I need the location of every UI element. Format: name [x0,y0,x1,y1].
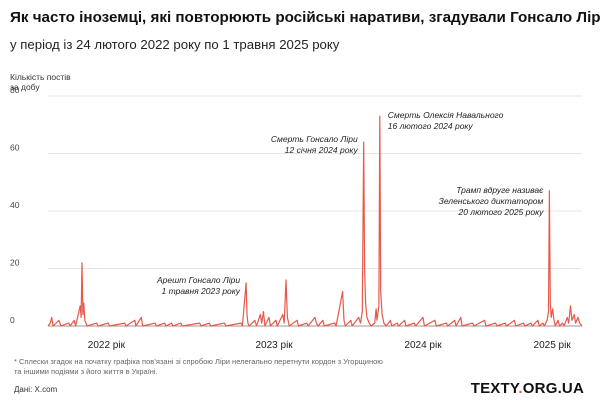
y-tick-label-80: 80 [10,85,20,95]
annotation-trump-line-1: Трамп вдруге називає [456,185,544,195]
annotations: Арешт Гонсало Ліри 1 травня 2023 року Смер… [156,110,544,296]
x-tick-label-3: 2025 рік [534,340,572,351]
brand-dot: . [518,380,523,397]
x-tick-labels: 2022 рік 2023 рік 2024 рік 2025 рік [88,340,572,351]
annotation-death-navalny: Смерть Олексія Навального 16 лютого 2024 … [388,110,504,131]
annotation-trump: Трамп вдруге називає Зеленського диктатор… [439,185,545,217]
annotation-trump-line-2: Зеленського диктатором [439,196,544,206]
y-tick-label-0: 0 [10,315,15,325]
x-tick-label-0: 2022 рік [88,340,126,351]
brand-logo[interactable]: TEXTY.ORG.UA [471,380,584,397]
footnote-line-1: * Сплески згадок на початку графіка пов’… [14,357,383,366]
annotation-arrest-line-1: Арешт Гонсало Ліри [156,275,240,285]
annotation-arrest: Арешт Гонсало Ліри 1 травня 2023 року [156,275,241,296]
footnote: * Сплески згадок на початку графіка пов’… [14,357,414,377]
y-axis-label-line-1: Кількість постів [10,72,71,82]
y-axis-label-line-2: за добу [10,82,40,92]
annotation-death-lira: Смерть Гонсало Ліри 12 січня 2024 року [271,134,359,155]
annotation-arrest-line-2: 1 травня 2023 року [162,286,241,296]
x-tick-label-1: 2023 рік [256,340,294,351]
annotation-trump-line-3: 20 лютого 2025 року [457,207,544,217]
annotation-death-lira-line-1: Смерть Гонсало Ліри [271,134,358,144]
grid-lines [48,95,582,327]
chart-title: Як часто іноземці, які повторюють російс… [10,9,600,26]
annotation-death-navalny-line-1: Смерть Олексія Навального [388,110,504,120]
data-source: Дані: X.com [14,385,58,394]
y-tick-label-40: 40 [10,200,20,210]
y-tick-label-20: 20 [10,258,20,268]
footnote-line-2: та іншими подіями з його життя в Україні… [14,367,158,376]
x-tick-label-2: 2024 рік [404,340,442,351]
annotation-death-lira-line-2: 12 січня 2024 року [285,145,359,155]
y-tick-label-60: 60 [10,143,20,153]
brand-name: TEXTY [470,380,519,397]
chart-subtitle: у період із 24 лютого 2022 року по 1 тра… [10,37,340,52]
y-axis-label: Кількість постів за добу [10,72,100,92]
annotation-death-navalny-line-2: 16 лютого 2024 року [388,121,474,131]
series-line [47,115,583,327]
y-tick-labels: 0 20 40 60 80 [10,85,20,325]
brand-domain: ORG.UA [522,380,584,397]
